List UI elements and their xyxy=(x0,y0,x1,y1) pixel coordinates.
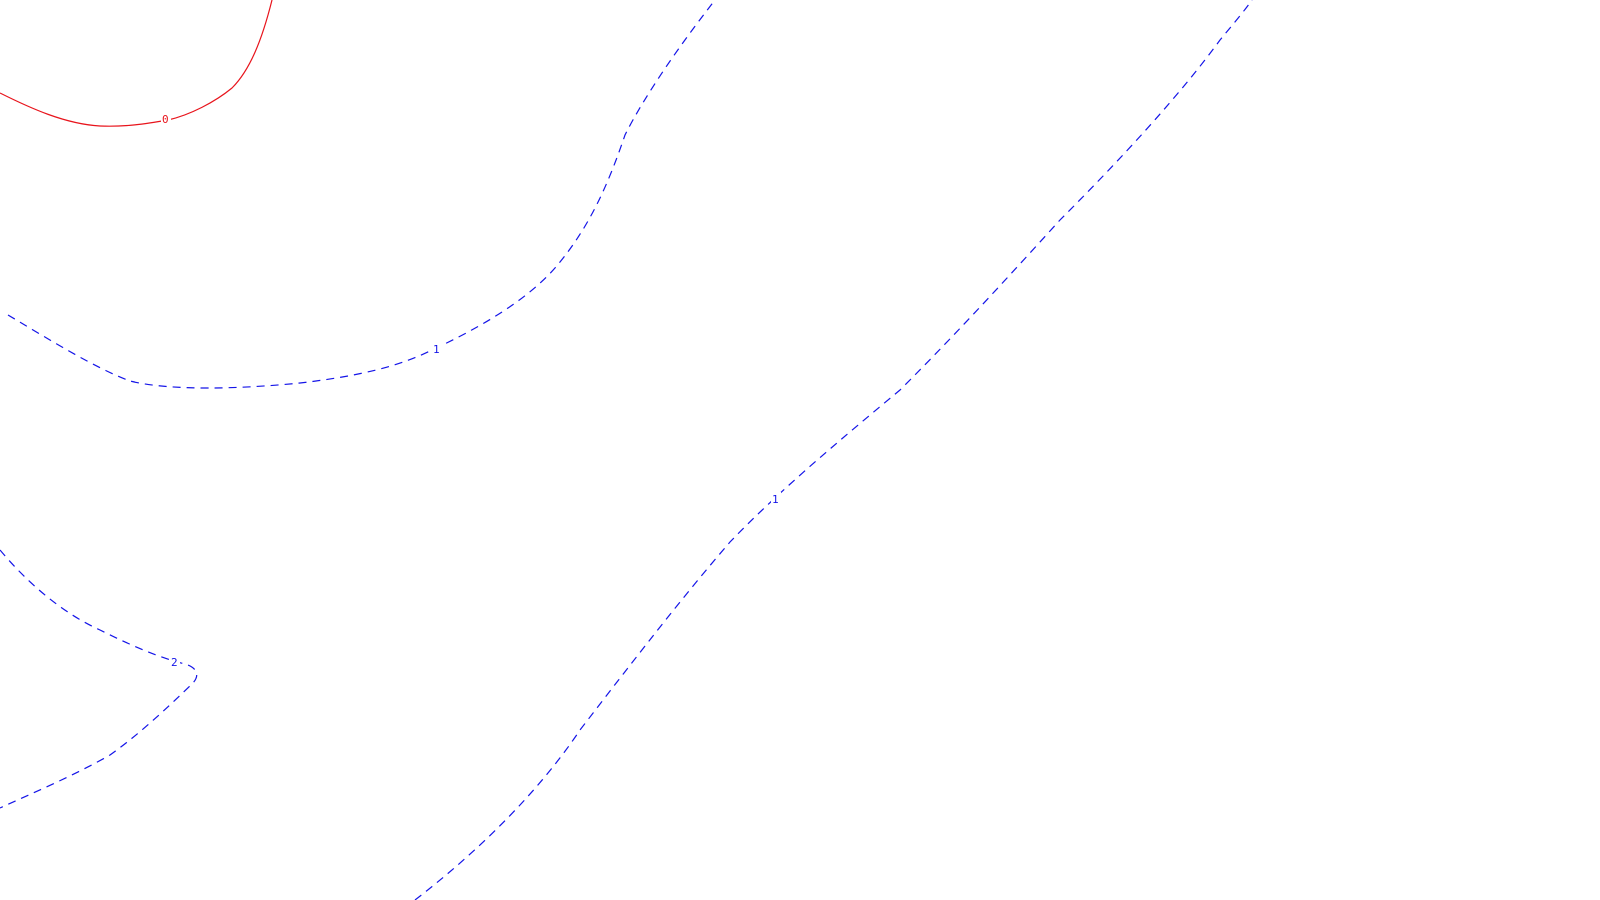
contour-label-level-1-left: 1 xyxy=(433,343,440,356)
contour-path-level-2 xyxy=(0,549,198,809)
contour-label-level-0: 0 xyxy=(162,113,169,126)
contour-line-level-1-diagonal: 1 xyxy=(414,0,1253,900)
contour-label-level-1-diagonal: 1 xyxy=(772,493,779,506)
contour-label-level-2: 2 xyxy=(171,656,178,669)
contour-path-level-0 xyxy=(0,0,273,127)
contour-path-level-1-diagonal xyxy=(414,0,1253,900)
contour-label-bg xyxy=(432,342,442,354)
contour-line-level-1-left: 1 xyxy=(7,0,716,389)
contour-label-bg xyxy=(161,112,171,124)
contour-label-bg xyxy=(170,655,180,667)
contour-label-bg xyxy=(771,492,781,504)
contour-line-level-0: 0 xyxy=(0,0,273,127)
contour-path-level-1-left xyxy=(7,0,716,389)
contour-line-level-2: 2 xyxy=(0,549,198,809)
